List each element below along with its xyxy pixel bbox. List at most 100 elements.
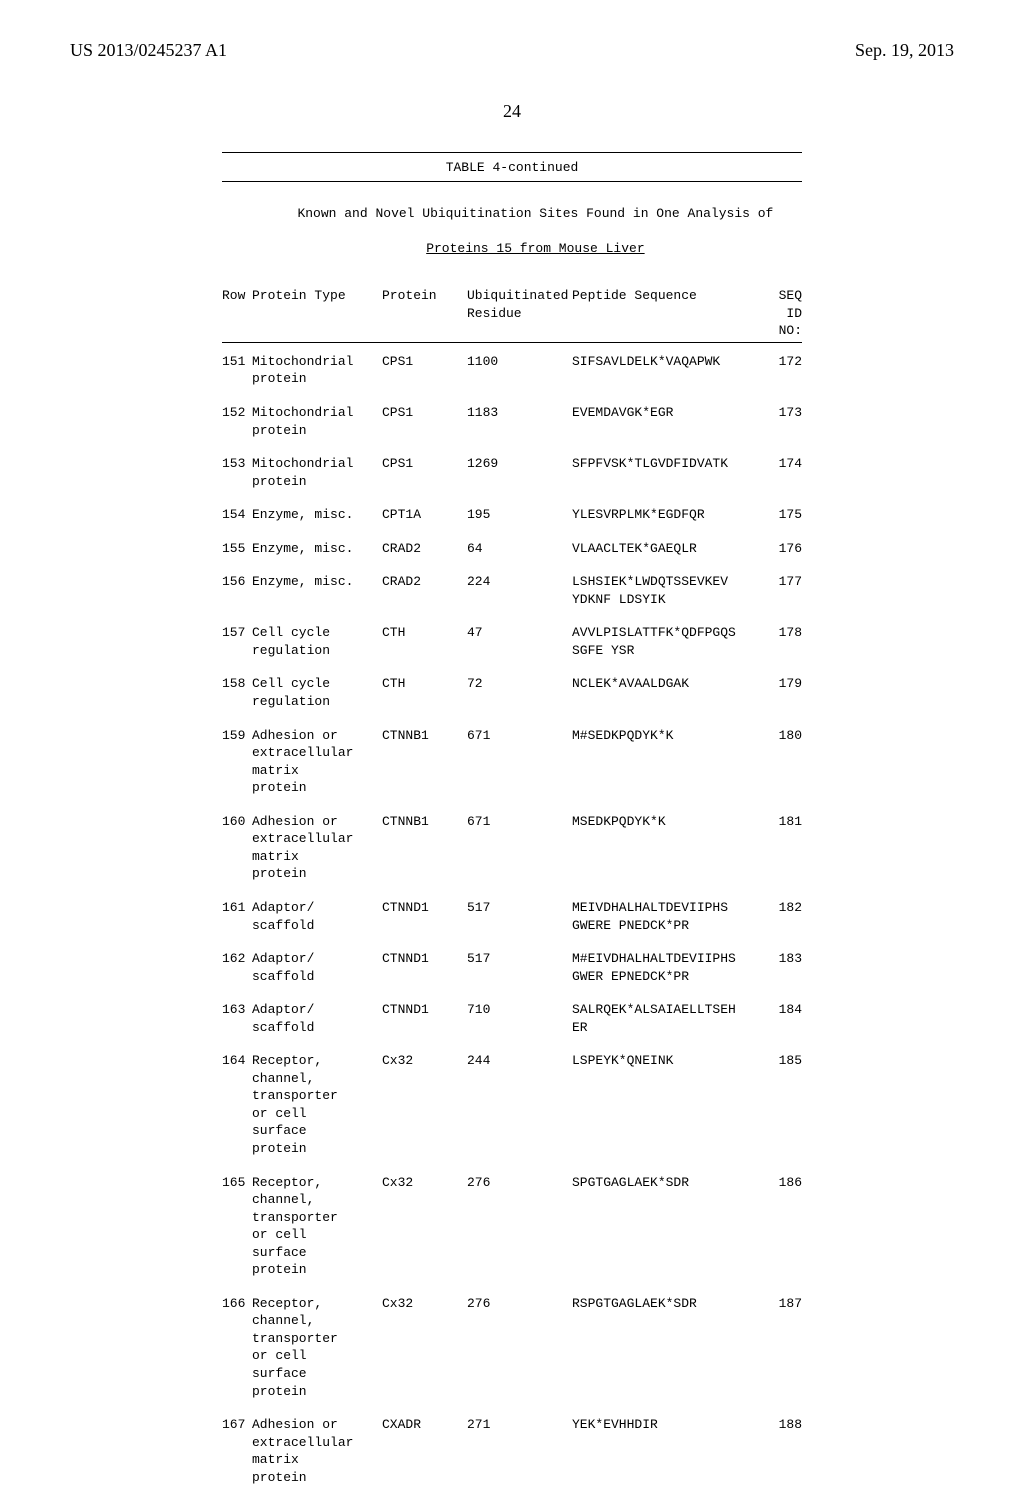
cell-protein-type: Cell cycle regulation <box>252 624 382 659</box>
col-header-protein-type: Protein Type <box>252 287 382 340</box>
seqid-l1: SEQ <box>779 288 802 303</box>
table-row: 151Mitochondrial proteinCPS11100SIFSAVLD… <box>222 353 802 388</box>
table-row: 154Enzyme, misc.CPT1A195YLESVRPLMK*EGDFQ… <box>222 506 802 524</box>
page-number: 24 <box>70 101 954 122</box>
cell-protein-type: Adaptor/ scaffold <box>252 899 382 934</box>
cell-protein: Cx32 <box>382 1174 467 1192</box>
cell-protein-type: Enzyme, misc. <box>252 540 382 558</box>
page: US 2013/0245237 A1 Sep. 19, 2013 24 TABL… <box>0 0 1024 1320</box>
cell-peptide-sequence: EVEMDAVGK*EGR <box>572 404 762 422</box>
cell-peptide-sequence: SIFSAVLDELK*VAQAPWK <box>572 353 762 371</box>
table-body: 151Mitochondrial proteinCPS11100SIFSAVLD… <box>222 353 802 1486</box>
cell-peptide-sequence: RSPGTGAGLAEK*SDR <box>572 1295 762 1313</box>
cell-row: 162 <box>222 950 252 968</box>
table-top-rule <box>222 152 802 153</box>
col-header-seqid: SEQ ID NO: <box>762 287 802 340</box>
table-row: 155Enzyme, misc.CRAD264VLAACLTEK*GAEQLR1… <box>222 540 802 558</box>
cell-protein: CPS1 <box>382 353 467 371</box>
cell-row: 156 <box>222 573 252 591</box>
cell-row: 152 <box>222 404 252 422</box>
cell-protein: CPS1 <box>382 404 467 422</box>
cell-row: 164 <box>222 1052 252 1070</box>
cell-residue: 1100 <box>467 353 572 371</box>
cell-row: 155 <box>222 540 252 558</box>
seqid-l3: NO: <box>779 323 802 338</box>
table-row: 161Adaptor/ scaffoldCTNND1517MEIVDHALHAL… <box>222 899 802 934</box>
table-row: 156Enzyme, misc.CRAD2224LSHSIEK*LWDQTSSE… <box>222 573 802 608</box>
cell-residue: 517 <box>467 899 572 917</box>
table-title: TABLE 4-continued <box>222 159 802 177</box>
table-caption: Known and Novel Ubiquitination Sites Fou… <box>222 188 802 276</box>
cell-peptide-sequence: VLAACLTEK*GAEQLR <box>572 540 762 558</box>
cell-residue: 1269 <box>467 455 572 473</box>
table-row: 152Mitochondrial proteinCPS11183EVEMDAVG… <box>222 404 802 439</box>
residue-l1: Ubiquitinated <box>467 288 568 303</box>
cell-row: 154 <box>222 506 252 524</box>
cell-peptide-sequence: MEIVDHALHALTDEVIIPHS GWERE PNEDCK*PR <box>572 899 762 934</box>
cell-peptide-sequence: YEK*EVHHDIR <box>572 1416 762 1434</box>
cell-residue: 710 <box>467 1001 572 1019</box>
cell-seq-id: 177 <box>762 573 802 591</box>
cell-residue: 671 <box>467 813 572 831</box>
cell-protein-type: Receptor, channel, transporter or cell s… <box>252 1052 382 1157</box>
cell-seq-id: 186 <box>762 1174 802 1192</box>
table-row: 160Adhesion or extracellular matrix prot… <box>222 813 802 883</box>
cell-protein: CTH <box>382 624 467 642</box>
cell-row: 167 <box>222 1416 252 1434</box>
cell-residue: 271 <box>467 1416 572 1434</box>
cell-protein-type: Receptor, channel, transporter or cell s… <box>252 1174 382 1279</box>
cell-peptide-sequence: MSEDKPQDYK*K <box>572 813 762 831</box>
cell-protein-type: Adhesion or extracellular matrix protein <box>252 1416 382 1486</box>
cell-seq-id: 173 <box>762 404 802 422</box>
cell-peptide-sequence: AVVLPISLATTFK*QDFPGQS SGFE YSR <box>572 624 762 659</box>
cell-peptide-sequence: LSHSIEK*LWDQTSSEVKEV YDKNF LDSYIK <box>572 573 762 608</box>
cell-peptide-sequence: NCLEK*AVAALDGAK <box>572 675 762 693</box>
cell-protein: CXADR <box>382 1416 467 1434</box>
table-row: 165Receptor, channel, transporter or cel… <box>222 1174 802 1279</box>
cell-protein: CTH <box>382 675 467 693</box>
cell-protein: CTNND1 <box>382 899 467 917</box>
cell-seq-id: 187 <box>762 1295 802 1313</box>
cell-seq-id: 181 <box>762 813 802 831</box>
cell-peptide-sequence: SPGTGAGLAEK*SDR <box>572 1174 762 1192</box>
cell-protein-type: Enzyme, misc. <box>252 573 382 591</box>
table-row: 162Adaptor/ scaffoldCTNND1517M#EIVDHALHA… <box>222 950 802 985</box>
col-header-peptide: Peptide Sequence <box>572 287 762 340</box>
cell-peptide-sequence: LSPEYK*QNEINK <box>572 1052 762 1070</box>
cell-seq-id: 188 <box>762 1416 802 1434</box>
cell-residue: 671 <box>467 727 572 745</box>
cell-seq-id: 176 <box>762 540 802 558</box>
cell-seq-id: 182 <box>762 899 802 917</box>
cell-peptide-sequence: SALRQEK*ALSAIAELLTSEH ER <box>572 1001 762 1036</box>
cell-peptide-sequence: SFPFVSK*TLGVDFIDVATK <box>572 455 762 473</box>
cell-residue: 64 <box>467 540 572 558</box>
residue-l2: Residue <box>467 306 522 321</box>
seqid-l2: ID <box>786 306 802 321</box>
cell-residue: 195 <box>467 506 572 524</box>
document-header: US 2013/0245237 A1 Sep. 19, 2013 <box>70 40 954 61</box>
cell-protein-type: Enzyme, misc. <box>252 506 382 524</box>
cell-row: 165 <box>222 1174 252 1192</box>
cell-seq-id: 184 <box>762 1001 802 1019</box>
cell-residue: 1183 <box>467 404 572 422</box>
cell-row: 151 <box>222 353 252 371</box>
cell-protein-type: Adaptor/ scaffold <box>252 1001 382 1036</box>
cell-row: 163 <box>222 1001 252 1019</box>
caption-line1: Known and Novel Ubiquitination Sites Fou… <box>297 206 773 221</box>
col-header-protein: Protein <box>382 287 467 340</box>
cell-residue: 517 <box>467 950 572 968</box>
cell-seq-id: 174 <box>762 455 802 473</box>
cell-seq-id: 175 <box>762 506 802 524</box>
cell-protein-type: Adhesion or extracellular matrix protein <box>252 813 382 883</box>
cell-residue: 276 <box>467 1174 572 1192</box>
cell-protein: CRAD2 <box>382 573 467 591</box>
table-rule-2 <box>222 181 802 182</box>
table-row: 153Mitochondrial proteinCPS11269SFPFVSK*… <box>222 455 802 490</box>
cell-peptide-sequence: YLESVRPLMK*EGDFQR <box>572 506 762 524</box>
publication-date: Sep. 19, 2013 <box>855 40 954 61</box>
cell-seq-id: 179 <box>762 675 802 693</box>
cell-row: 166 <box>222 1295 252 1313</box>
cell-protein-type: Mitochondrial protein <box>252 455 382 490</box>
cell-row: 158 <box>222 675 252 693</box>
table-row: 159Adhesion or extracellular matrix prot… <box>222 727 802 797</box>
